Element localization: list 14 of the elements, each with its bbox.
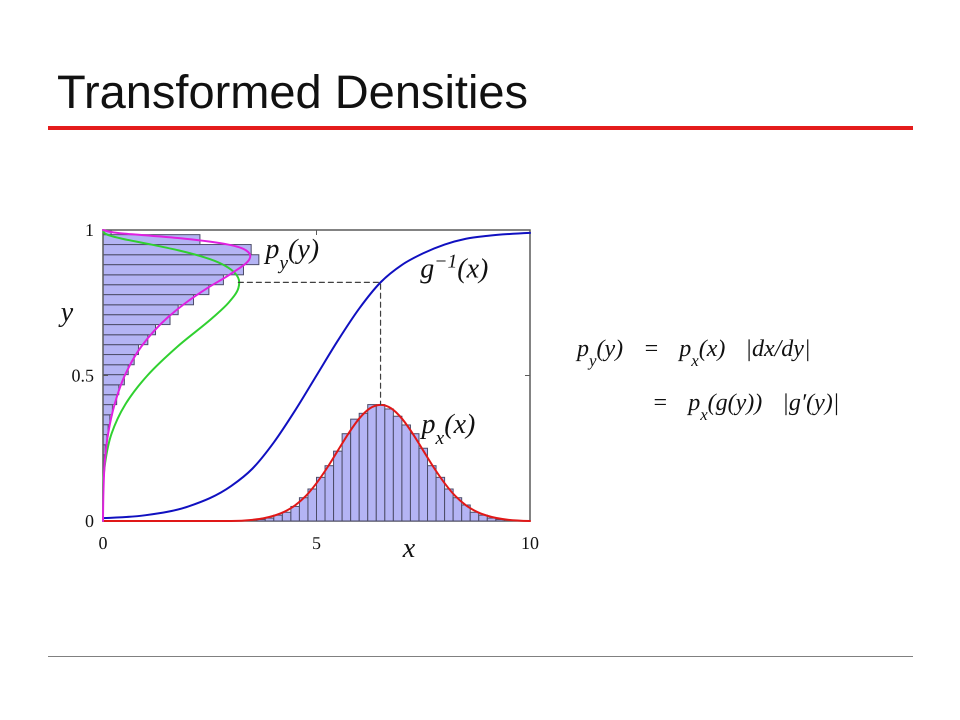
series-label: p$_{y}$(y) xyxy=(263,234,320,274)
chart-title: Transformed Densities xyxy=(57,65,528,118)
y-tick-label: 0 xyxy=(85,511,94,531)
x-tick-label: 10 xyxy=(521,533,539,553)
text: p$_{y}$(y) = p$_{x}$(x) |dx/dy| xyxy=(575,336,811,370)
text: = p$_{x}$(g(y)) |g′(y)| xyxy=(652,390,840,424)
y-axis-title: y xyxy=(58,297,74,328)
x-axis-title: x xyxy=(402,533,416,564)
series-label: g$^{−1}$(x) xyxy=(420,250,488,284)
y-tick-label: 0.5 xyxy=(72,366,94,386)
series-label: p$_{x}$(x) xyxy=(420,408,476,448)
x-tick-label: 5 xyxy=(312,533,321,553)
x-tick-label: 0 xyxy=(98,533,108,553)
y-tick-label: 1 xyxy=(85,220,94,240)
